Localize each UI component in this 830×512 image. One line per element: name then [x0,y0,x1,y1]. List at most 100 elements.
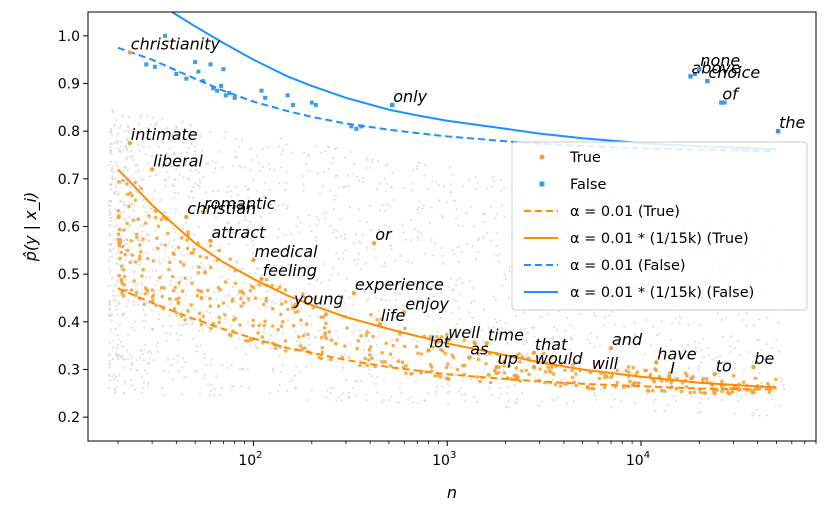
background-point [522,343,525,346]
background-point [119,268,123,271]
background-point [257,228,261,231]
true-point [343,344,347,348]
curve-4 [171,11,777,151]
true-point [122,274,127,279]
true-point [221,301,226,305]
background-point [423,252,427,255]
true-point [518,360,522,364]
true-point [549,355,554,359]
background-point [512,329,515,332]
background-point [501,374,504,378]
background-point [138,356,141,359]
background-point [386,162,389,165]
true-point [476,357,481,362]
background-point [377,160,380,163]
background-point [415,290,418,293]
background-point [140,113,143,116]
background-point [192,233,196,236]
background-point [368,368,371,371]
background-point [194,145,197,148]
true-point [186,230,190,234]
background-point [123,243,127,246]
word-label: well [448,323,480,342]
background-point [745,311,748,314]
background-point [125,145,128,149]
true-point [391,343,396,348]
background-point [729,344,732,348]
true-point [766,381,770,386]
background-point [230,324,233,327]
word-label: attract [212,223,267,242]
background-point [176,360,179,363]
background-point [431,307,434,310]
background-point [185,282,188,285]
background-point [261,165,264,169]
background-point [160,274,163,277]
background-point [180,334,183,337]
background-point [116,132,119,135]
background-point [616,361,619,364]
background-point [143,348,146,351]
background-point [111,358,114,361]
background-point [189,169,192,172]
background-point [484,353,487,356]
background-point [229,388,232,391]
background-point [114,328,117,331]
background-point [235,346,238,349]
background-point [476,329,480,332]
background-point [608,314,611,317]
background-point [178,173,181,176]
background-point [189,323,192,326]
background-point [206,383,210,386]
background-point [256,347,259,350]
background-point [770,347,774,350]
background-point [128,215,131,218]
background-point [167,176,170,179]
background-point [277,145,280,148]
true-point [299,318,303,322]
background-point [180,152,183,155]
background-point [393,291,397,294]
background-point [700,397,703,400]
background-point [283,188,287,191]
background-point [127,299,130,302]
background-point [367,297,370,300]
y-axis-label: p̂(y | x_i) [21,192,41,263]
background-point [228,221,231,224]
background-point [498,253,501,256]
background-point [141,376,144,379]
background-point [186,210,189,213]
true-point [774,377,778,382]
background-point [173,257,176,260]
true-point [493,368,497,372]
background-point [108,209,111,212]
background-point [501,285,504,288]
true-point [404,371,408,376]
background-point [310,389,313,392]
background-point [263,196,266,199]
true-point [730,390,735,394]
background-point [113,391,116,394]
true-point [174,311,179,315]
background-point [226,305,229,308]
background-point [697,368,700,371]
true-point [158,275,162,280]
background-point [330,273,333,276]
background-point [335,252,338,255]
background-point [273,209,276,212]
background-point [307,155,310,158]
background-point [116,141,119,144]
background-point [314,145,317,148]
true-point [443,351,448,356]
background-point [285,207,288,210]
true-point [431,345,435,349]
true-point [251,318,256,323]
true-point [260,335,265,339]
word-label: above [692,58,741,77]
true-point [419,352,424,356]
true-point [541,351,546,356]
true-point [166,231,170,236]
true-point [208,265,213,270]
background-point [285,181,288,184]
background-point [115,118,118,122]
